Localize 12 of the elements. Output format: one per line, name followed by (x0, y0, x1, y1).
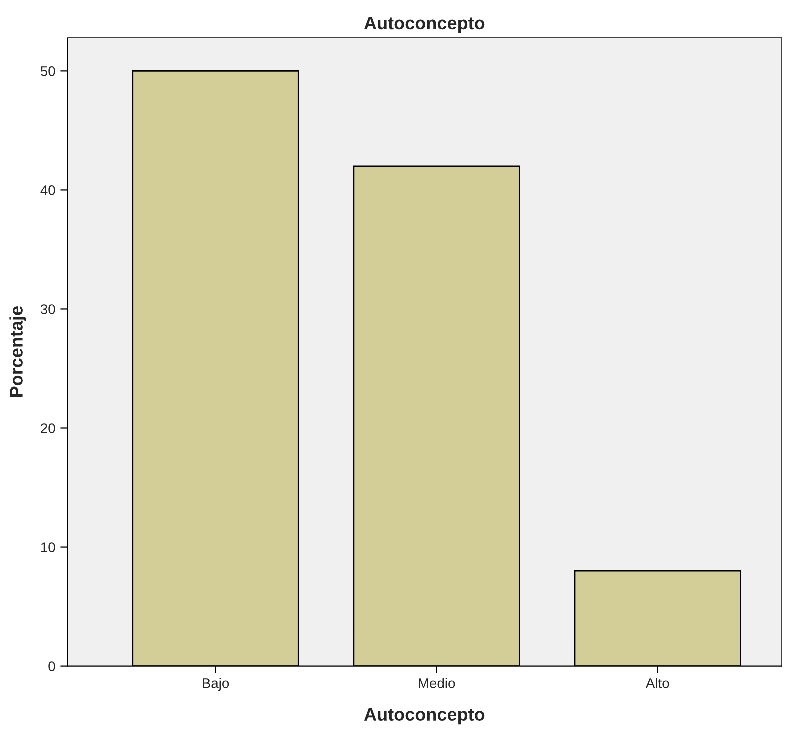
y-tick-label: 10 (41, 542, 56, 552)
x-tick-label: Medio (419, 678, 456, 688)
y-tick-label: 20 (41, 424, 56, 434)
x-tick-label: Bajo (203, 678, 230, 692)
chart-title: Autoconcepto (364, 17, 485, 34)
y-tick-label: 40 (40, 186, 56, 196)
y-tick-label: 50 (40, 66, 56, 76)
y-tick-label: 30 (40, 304, 56, 314)
y-tick-label: 0 (48, 662, 56, 672)
y-axis-title: Porcentaje (10, 306, 27, 398)
x-axis-title: Autoconcepto (364, 708, 485, 725)
x-tick-label: Alto (646, 678, 670, 688)
